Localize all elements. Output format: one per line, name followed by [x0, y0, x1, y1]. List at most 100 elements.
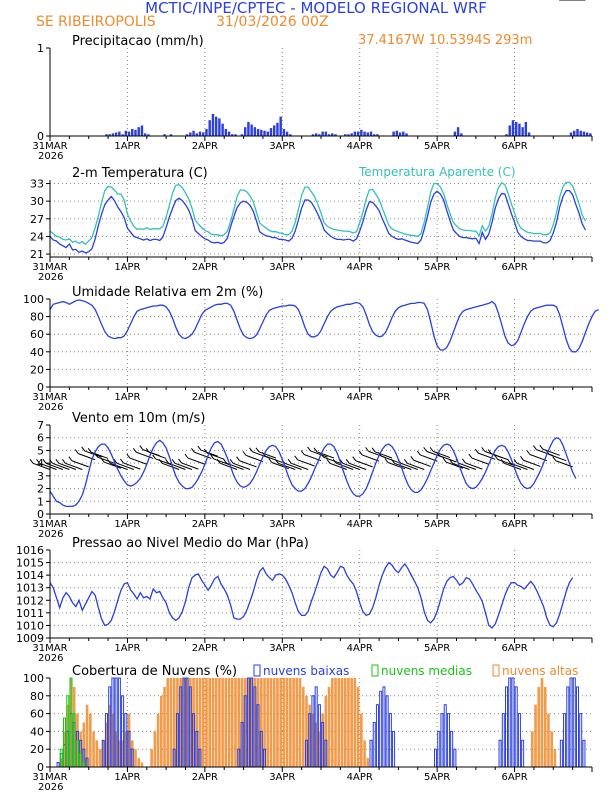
wind-barb-flag	[126, 453, 131, 459]
wind-barb-flag	[468, 453, 473, 459]
precip-bar	[273, 125, 276, 136]
cloud-bar-nuvens-baixas	[443, 704, 447, 768]
y-tick-label: 33	[30, 178, 44, 191]
cloud-bar-nuvens-baixas	[369, 739, 373, 768]
coords-label: 37.4167W 10.5394S 293m	[358, 33, 532, 48]
wind-barb-flag	[429, 447, 434, 452]
wind-barb	[316, 451, 335, 459]
wind-barb-flag	[352, 456, 357, 462]
x-tick-label: 3APR	[269, 392, 295, 403]
cloud-bar-nuvens-altas	[266, 678, 270, 767]
precip-bar	[360, 129, 363, 136]
cloud-bar-nuvens-altas	[108, 704, 111, 767]
wind-barb	[297, 459, 315, 467]
wind-barb-flag	[120, 458, 124, 464]
precip-bar	[205, 128, 208, 136]
x-tick-label: 2APR	[192, 519, 218, 530]
wind-barb	[258, 451, 277, 459]
y-tick-label: 1	[37, 495, 44, 508]
cloud-bar-nuvens-altas	[343, 678, 347, 767]
cloud-bar-nuvens-altas	[118, 740, 121, 767]
panel-title: 2-m Temperatura (C)	[72, 166, 208, 181]
precip-bar	[163, 134, 166, 136]
x-tick-label: 4APR	[347, 141, 373, 152]
precip-bar	[569, 132, 573, 136]
legend-swatch	[253, 664, 261, 677]
cloud-bar-nuvens-altas	[130, 740, 134, 767]
wind-barb	[407, 462, 425, 470]
precip-bar	[198, 131, 202, 136]
wind-barb	[84, 450, 102, 458]
precip-bar	[311, 134, 315, 136]
precip-bar	[453, 131, 457, 136]
precip-bar	[234, 134, 237, 136]
cloud-bar-nuvens-altas	[79, 731, 82, 767]
wind-barb	[336, 462, 354, 470]
x-tick-label: 3APR	[269, 519, 295, 530]
precip-bar	[134, 129, 137, 136]
cloud-bar-nuvens-altas	[234, 678, 237, 767]
precip-bar	[276, 122, 279, 136]
wind-barb	[65, 462, 83, 470]
y-tick-label: 60	[30, 708, 44, 721]
x-tick-label: 5APR	[424, 262, 450, 273]
wind-barb-flag	[416, 450, 421, 456]
x-tick-label: 6APR	[501, 392, 527, 403]
precip-bar	[331, 133, 334, 136]
wind-barb-flag	[345, 459, 350, 464]
cloud-bar-nuvens-altas	[276, 678, 279, 767]
cloud-bar-nuvens-altas	[366, 758, 370, 767]
y-tick-label: 3	[37, 470, 44, 483]
x-year-label: 2026	[38, 272, 63, 283]
wind-barb	[413, 459, 431, 467]
y-tick-label: 1015	[16, 557, 44, 570]
wind-barb	[420, 454, 438, 462]
wind-barb-flag	[210, 454, 215, 460]
wind-barb	[342, 462, 360, 470]
wind-barb	[136, 451, 154, 459]
precip-bar	[363, 131, 366, 136]
precip-bar	[214, 116, 218, 136]
wind-barb	[465, 462, 483, 470]
wind-barb-flag	[249, 447, 253, 453]
wind-barb-flag	[158, 459, 163, 464]
series-line-pressao--hpa-	[49, 561, 574, 629]
y-tick-label: 24	[30, 230, 44, 243]
precip-bar	[392, 131, 395, 136]
wind-barb-flag	[552, 456, 557, 462]
series-line-temperatura--c-	[49, 189, 587, 254]
wind-barb-flag	[165, 459, 169, 464]
wind-barb-flag	[300, 450, 305, 455]
precip-bar	[343, 134, 347, 136]
wind-barb	[97, 456, 115, 464]
cloud-bar-nuvens-baixas	[379, 690, 383, 768]
cloud-bar-nuvens-altas	[256, 678, 260, 767]
y-tick-label: 6	[37, 432, 44, 445]
wind-barb-flag	[371, 447, 376, 453]
cloud-bar-nuvens-altas	[176, 678, 179, 767]
x-tick-label: 31MAR	[32, 392, 67, 403]
cloud-bar-nuvens-altas	[224, 678, 228, 767]
cloud-bar-nuvens-altas	[340, 678, 344, 767]
cloud-bar-nuvens-altas	[321, 713, 324, 767]
y-tick-label: 1013	[16, 582, 44, 595]
wind-barb-flag	[139, 445, 144, 450]
wind-barb	[181, 462, 199, 470]
precip-bar	[398, 132, 402, 136]
wind-barb	[310, 450, 328, 458]
legend-label: nuvens baixas	[263, 664, 349, 678]
x-tick-label: 4APR	[347, 772, 373, 783]
wind-barb	[374, 451, 393, 459]
precip-bar	[218, 118, 221, 136]
wind-barb-flag	[94, 452, 99, 458]
wind-barb-flag	[358, 450, 363, 456]
wind-barb-flag	[462, 458, 466, 464]
precip-bar	[263, 130, 266, 136]
cloud-bar-nuvens-altas	[159, 695, 163, 767]
x-tick-label: 31MAR	[32, 643, 67, 654]
wind-barb-flag	[500, 459, 505, 464]
y-tick-label: 20	[30, 363, 44, 376]
wind-barb	[207, 452, 225, 460]
wind-barb	[439, 455, 457, 463]
